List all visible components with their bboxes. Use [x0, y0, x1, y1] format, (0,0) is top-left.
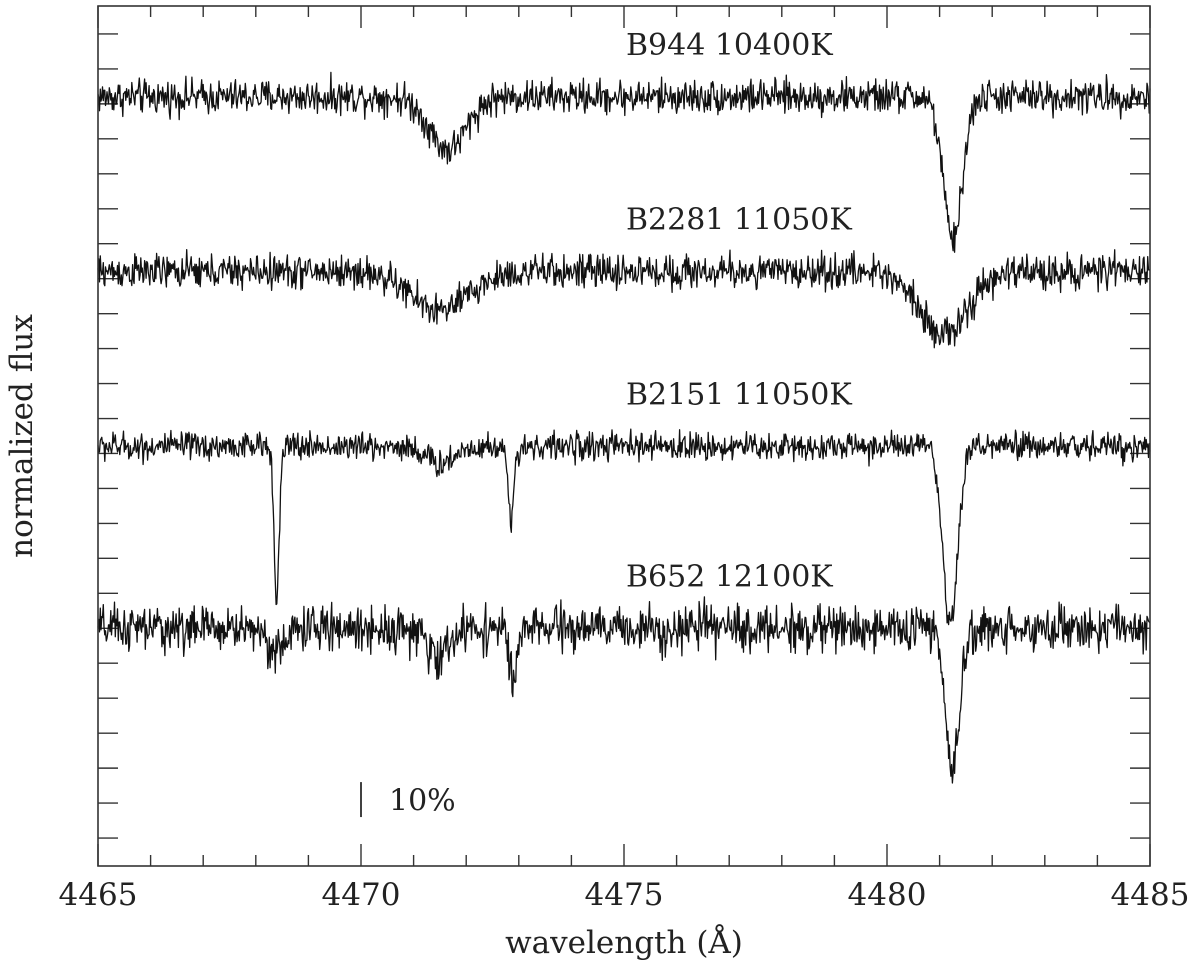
plot-frame — [97, 5, 1151, 867]
x-tick-labels: 4465 4470 4475 4480 4485 — [59, 877, 1190, 913]
series-label-2: B2151 11050K — [626, 378, 852, 413]
spectrum-line-3 — [97, 596, 1151, 784]
spectrum-line-0 — [97, 71, 1151, 253]
x-tick-label: 4475 — [585, 877, 664, 913]
scale-bar-label: 10% — [389, 784, 456, 819]
series-label-0: B944 10400K — [626, 28, 833, 63]
x-tick-label: 4480 — [848, 877, 927, 913]
x-tick-label: 4465 — [59, 877, 138, 913]
series-label-3: B652 12100K — [626, 559, 833, 594]
x-axis-title: wavelength (Å) — [505, 923, 743, 961]
series-label-1: B2281 11050K — [626, 203, 852, 238]
tick-marks — [97, 6, 1151, 866]
y-axis-title: normalized flux — [4, 314, 40, 558]
spectra-series — [97, 71, 1151, 784]
x-tick-label: 4485 — [1111, 877, 1190, 913]
x-tick-label: 4470 — [322, 877, 401, 913]
spectrum-line-2 — [97, 428, 1151, 626]
series-labels: B944 10400K B2281 11050K B2151 11050K B652 … — [626, 28, 852, 594]
spectrum-line-1 — [97, 249, 1151, 349]
